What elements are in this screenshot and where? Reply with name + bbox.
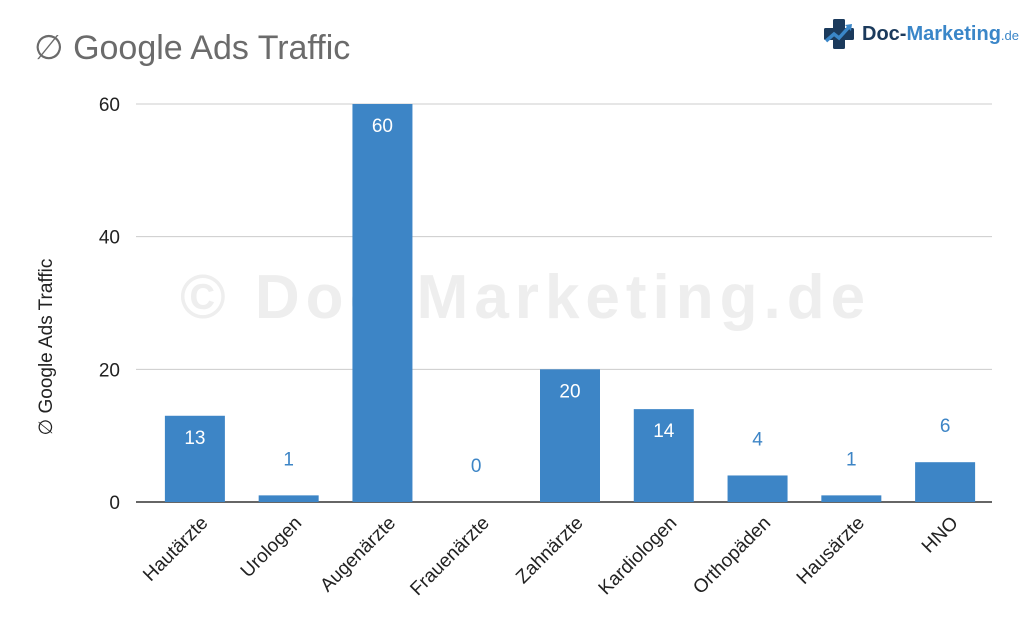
bar bbox=[258, 495, 319, 502]
bar bbox=[540, 369, 600, 502]
bar bbox=[633, 409, 694, 502]
bar bbox=[352, 104, 413, 502]
y-tick-labels: 0 20 40 60 bbox=[99, 95, 120, 514]
bars bbox=[164, 104, 976, 502]
x-tick-label: Orthopäden bbox=[689, 513, 775, 599]
logo-accent-text: Marketing bbox=[906, 22, 1001, 45]
x-tick-label: Augenärzte bbox=[316, 513, 400, 597]
x-tick-label: Zahnärzte bbox=[512, 513, 587, 588]
x-tick-label: Hautärzte bbox=[139, 513, 212, 586]
y-tick-label: 60 bbox=[99, 95, 120, 116]
brand-logo: Doc-Marketing.de bbox=[822, 17, 1019, 51]
bar bbox=[915, 462, 976, 502]
logo-text: Doc-Marketing.de bbox=[862, 23, 1019, 46]
data-label: 14 bbox=[653, 421, 675, 442]
bar bbox=[821, 495, 882, 502]
data-label: 1 bbox=[846, 449, 857, 470]
data-label: 1 bbox=[283, 449, 294, 470]
bar bbox=[164, 415, 225, 502]
bar bbox=[727, 475, 788, 502]
logo-main-text: Doc- bbox=[862, 22, 907, 45]
x-tick-labels: Hautärzte Urologen Augenärzte Frauenärzte Za… bbox=[139, 513, 962, 600]
watermark: © Doc-Marketing.de bbox=[180, 263, 872, 332]
x-tick-label: Frauenärzte bbox=[406, 513, 493, 600]
data-labels: 13 1 60 0 20 14 4 1 6 bbox=[184, 116, 950, 477]
x-tick-label: Hausärzte bbox=[793, 513, 869, 589]
y-tick-label: 40 bbox=[99, 228, 120, 249]
data-label: 6 bbox=[940, 416, 951, 437]
data-label: 60 bbox=[372, 116, 393, 137]
chart-title: ∅ Google Ads Traffic bbox=[34, 29, 351, 67]
data-label: 0 bbox=[471, 456, 482, 477]
x-tick-label: Kardiologen bbox=[595, 513, 682, 600]
x-tick-label: Urologen bbox=[237, 513, 306, 582]
medical-cross-chart-icon bbox=[824, 19, 854, 49]
data-label: 20 bbox=[559, 381, 580, 402]
data-label: 13 bbox=[184, 428, 205, 449]
logo-tld-text: .de bbox=[1000, 27, 1019, 43]
y-tick-label: 20 bbox=[99, 360, 120, 381]
x-tick-label: HNO bbox=[918, 513, 963, 558]
data-label: 4 bbox=[752, 429, 763, 450]
y-axis-label: ∅ Google Ads Traffic bbox=[36, 259, 57, 436]
y-tick-label: 0 bbox=[109, 493, 120, 514]
